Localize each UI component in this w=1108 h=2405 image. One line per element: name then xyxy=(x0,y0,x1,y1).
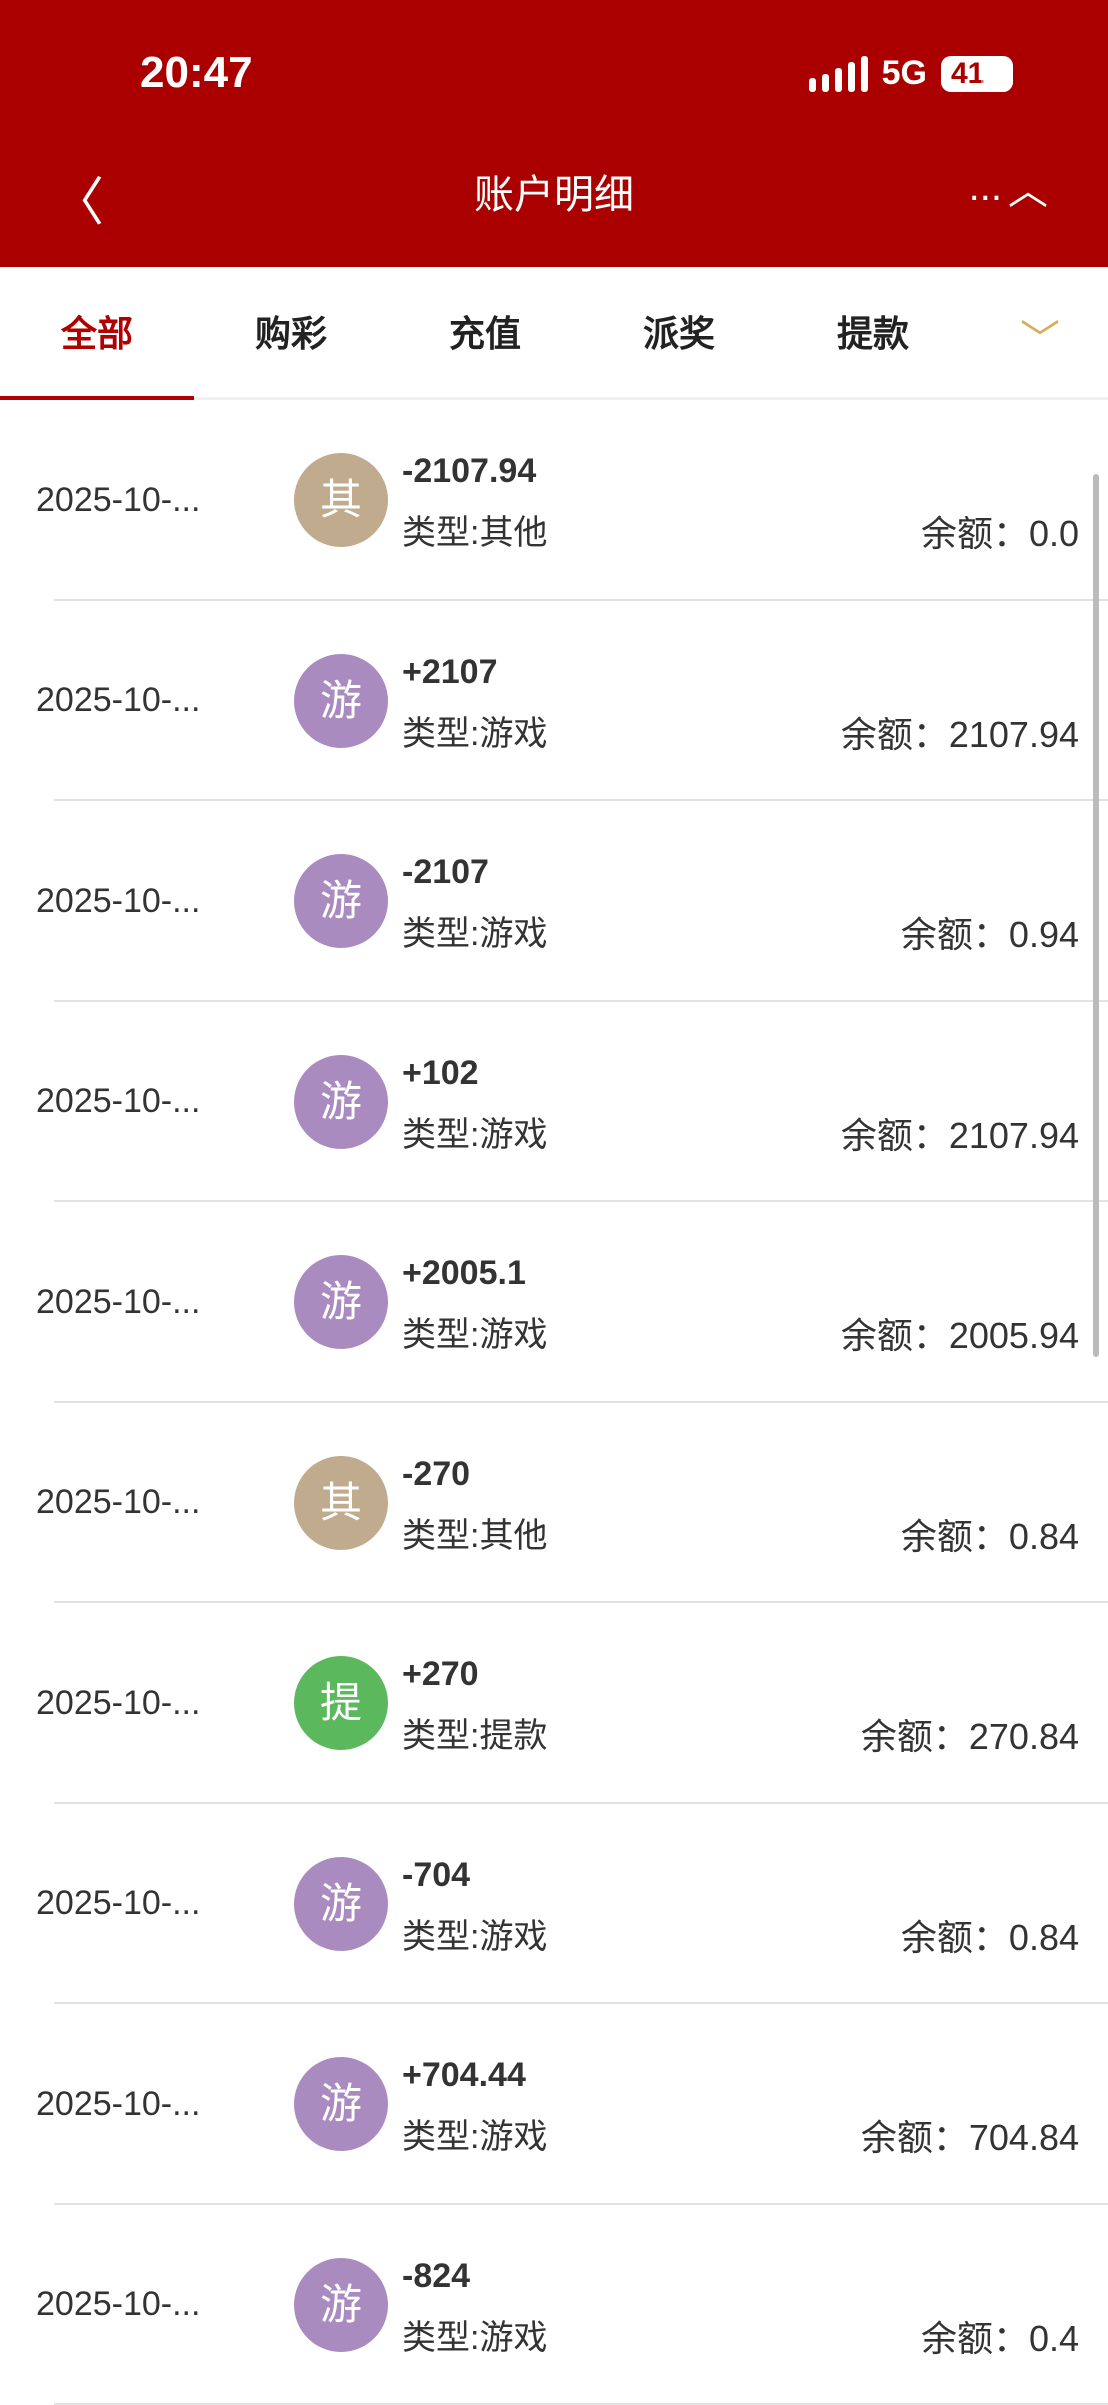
status-indicators: 5G 41 xyxy=(809,54,1013,93)
balance: 余额：0.0 xyxy=(921,505,1079,557)
balance-label: 余额： xyxy=(841,1315,949,1356)
type-icon: 游 xyxy=(294,1255,388,1349)
transaction-date: 2025-10-... xyxy=(36,481,200,520)
transaction-type: 类型:游戏 xyxy=(402,1307,547,1356)
balance: 余额：2107.94 xyxy=(841,706,1079,758)
chevron-up-icon[interactable]: ︿ xyxy=(1008,158,1048,216)
transaction-amount: -824 xyxy=(402,2257,470,2296)
list-item[interactable]: 2025-10-... 提 +270 类型:提款 余额：270.84 xyxy=(0,1603,1108,1804)
tab-withdraw[interactable]: 提款 xyxy=(776,267,970,397)
type-icon: 其 xyxy=(294,453,388,547)
transaction-date: 2025-10-... xyxy=(36,2085,200,2124)
balance-label: 余额： xyxy=(901,914,1009,955)
transaction-amount: +270 xyxy=(402,1655,479,1694)
tab-all[interactable]: 全部 xyxy=(0,267,194,397)
list-item[interactable]: 2025-10-... 游 +2005.1 类型:游戏 余额：2005.94 xyxy=(0,1202,1108,1403)
transaction-amount: -2107 xyxy=(402,853,489,892)
transaction-type: 类型:游戏 xyxy=(402,906,547,955)
transaction-amount: -2107.94 xyxy=(402,452,536,491)
type-icon: 其 xyxy=(294,1456,388,1550)
transaction-type: 类型:其他 xyxy=(402,1508,547,1557)
type-icon: 游 xyxy=(294,1857,388,1951)
balance-value: 0.0 xyxy=(1029,513,1079,554)
transaction-date: 2025-10-... xyxy=(36,1483,200,1522)
type-icon: 游 xyxy=(294,854,388,948)
transaction-amount: -270 xyxy=(402,1455,470,1494)
balance-value: 704.84 xyxy=(969,2117,1079,2158)
type-icon: 提 xyxy=(294,1656,388,1750)
scrollbar[interactable] xyxy=(1093,474,1099,1357)
signal-icon xyxy=(809,56,868,92)
type-icon: 游 xyxy=(294,1055,388,1149)
transaction-date: 2025-10-... xyxy=(36,681,200,720)
balance-value: 0.84 xyxy=(1009,1917,1079,1958)
network-label: 5G xyxy=(882,54,927,93)
transaction-type: 类型:游戏 xyxy=(402,2310,547,2359)
balance: 余额：704.84 xyxy=(861,2109,1079,2161)
app-header: 20:47 5G 41 〈 账户明细 ...︿ xyxy=(0,0,1108,267)
transaction-amount: +102 xyxy=(402,1054,479,1093)
transaction-date: 2025-10-... xyxy=(36,1082,200,1121)
balance-value: 0.94 xyxy=(1009,914,1079,955)
transaction-type: 类型:游戏 xyxy=(402,706,547,755)
tab-recharge[interactable]: 充值 xyxy=(388,267,582,397)
transaction-date: 2025-10-... xyxy=(36,1283,200,1322)
more-button[interactable]: ...︿ xyxy=(969,158,1048,216)
balance-value: 2107.94 xyxy=(949,714,1079,755)
balance-value: 270.84 xyxy=(969,1716,1079,1757)
list-item[interactable]: 2025-10-... 游 +704.44 类型:游戏 余额：704.84 xyxy=(0,2004,1108,2205)
list-item[interactable]: 2025-10-... 游 -2107 类型:游戏 余额：0.94 xyxy=(0,801,1108,1002)
balance: 余额：0.84 xyxy=(901,1909,1079,1961)
transaction-amount: -704 xyxy=(402,1856,470,1895)
balance: 余额：0.4 xyxy=(921,2310,1079,2362)
page-title: 账户明细 xyxy=(0,162,1108,220)
list-item[interactable]: 2025-10-... 游 +102 类型:游戏 余额：2107.94 xyxy=(0,1002,1108,1203)
type-icon: 游 xyxy=(294,2258,388,2352)
transaction-date: 2025-10-... xyxy=(36,2285,200,2324)
list-item[interactable]: 2025-10-... 游 -824 类型:游戏 余额：0.4 xyxy=(0,2205,1108,2405)
balance-value: 2107.94 xyxy=(949,1115,1079,1156)
status-time: 20:47 xyxy=(140,48,253,98)
transaction-date: 2025-10-... xyxy=(36,882,200,921)
balance: 余额：2107.94 xyxy=(841,1107,1079,1159)
balance-value: 0.4 xyxy=(1029,2318,1079,2359)
transaction-amount: +2107 xyxy=(402,653,498,692)
type-icon: 游 xyxy=(294,2057,388,2151)
type-icon: 游 xyxy=(294,654,388,748)
balance: 余额：0.94 xyxy=(901,906,1079,958)
more-icon: ... xyxy=(969,165,1002,210)
transaction-amount: +704.44 xyxy=(402,2056,526,2095)
transaction-type: 类型:游戏 xyxy=(402,2109,547,2158)
balance-label: 余额： xyxy=(901,1516,1009,1557)
balance: 余额：2005.94 xyxy=(841,1307,1079,1359)
transaction-type: 类型:游戏 xyxy=(402,1909,547,1958)
transaction-amount: +2005.1 xyxy=(402,1254,526,1293)
tab-prize[interactable]: 派奖 xyxy=(582,267,776,397)
transaction-type: 类型:其他 xyxy=(402,505,547,554)
tab-lottery[interactable]: 购彩 xyxy=(194,267,388,397)
balance-label: 余额： xyxy=(921,2318,1029,2359)
balance-label: 余额： xyxy=(901,1917,1009,1958)
balance-label: 余额： xyxy=(861,2117,969,2158)
balance: 余额：0.84 xyxy=(901,1508,1079,1560)
balance: 余额：270.84 xyxy=(861,1708,1079,1760)
balance-value: 0.84 xyxy=(1009,1516,1079,1557)
list-item[interactable]: 2025-10-... 其 -2107.94 类型:其他 余额：0.0 xyxy=(0,400,1108,601)
list-item[interactable]: 2025-10-... 游 +2107 类型:游戏 余额：2107.94 xyxy=(0,601,1108,802)
chevron-down-icon[interactable]: ﹀ xyxy=(1020,307,1060,365)
balance-label: 余额： xyxy=(841,1115,949,1156)
balance-value: 2005.94 xyxy=(949,1315,1079,1356)
list-item[interactable]: 2025-10-... 其 -270 类型:其他 余额：0.84 xyxy=(0,1403,1108,1604)
transaction-type: 类型:提款 xyxy=(402,1708,547,1757)
transaction-date: 2025-10-... xyxy=(36,1684,200,1723)
tab-bar: 全部 购彩 充值 派奖 提款 ﹀ xyxy=(0,267,1108,400)
transaction-type: 类型:游戏 xyxy=(402,1107,547,1156)
balance-label: 余额： xyxy=(841,714,949,755)
balance-label: 余额： xyxy=(861,1716,969,1757)
transaction-date: 2025-10-... xyxy=(36,1884,200,1923)
battery-icon: 41 xyxy=(941,56,1013,92)
list-item[interactable]: 2025-10-... 游 -704 类型:游戏 余额：0.84 xyxy=(0,1804,1108,2005)
balance-label: 余额： xyxy=(921,513,1029,554)
